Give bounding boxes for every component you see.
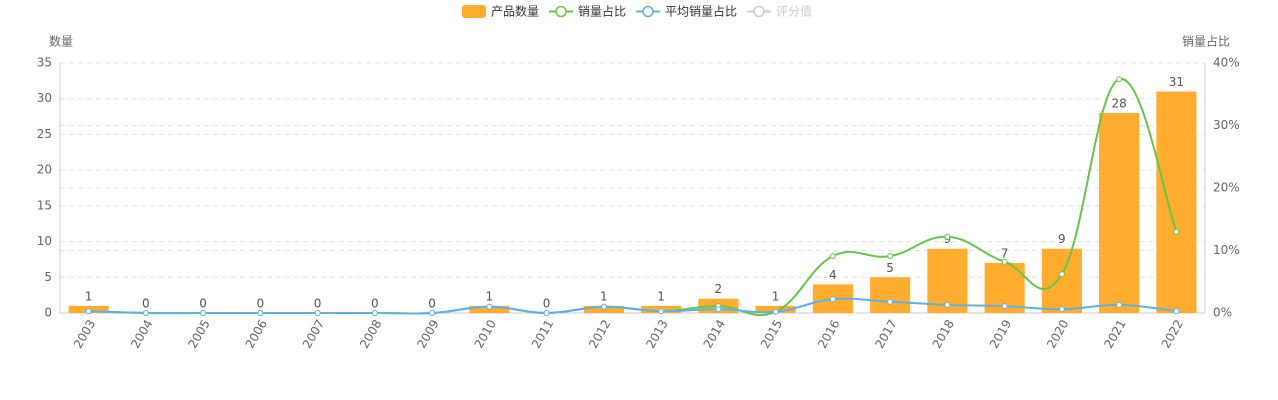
y-tick-label: 10 bbox=[37, 234, 52, 248]
data-label: 2 bbox=[715, 282, 723, 296]
line-point bbox=[1001, 258, 1008, 265]
x-tick-label: 2009 bbox=[414, 317, 441, 350]
x-tick-label: 2016 bbox=[815, 317, 842, 350]
x-tick-label: 2006 bbox=[243, 317, 270, 350]
data-label: 31 bbox=[1169, 75, 1184, 89]
line-point bbox=[1173, 228, 1180, 235]
x-tick-label: 2020 bbox=[1044, 317, 1071, 350]
line-point bbox=[257, 310, 264, 316]
x-tick-label: 2017 bbox=[872, 317, 899, 350]
line-point bbox=[1001, 303, 1008, 310]
line-point bbox=[486, 303, 493, 310]
line-point bbox=[829, 296, 836, 303]
line-point bbox=[944, 301, 951, 308]
data-label: 28 bbox=[1111, 97, 1126, 111]
data-label: 0 bbox=[371, 297, 379, 311]
data-label: 1 bbox=[486, 289, 494, 303]
legend-label: 产品数量 bbox=[491, 4, 539, 19]
y-tick-label: 15 bbox=[37, 198, 52, 212]
y2-tick-label: 20% bbox=[1213, 181, 1240, 195]
line-point bbox=[314, 310, 321, 316]
x-tick-label: 2011 bbox=[529, 317, 556, 350]
line-point bbox=[1173, 308, 1180, 315]
data-label: 9 bbox=[1058, 232, 1066, 246]
data-label: 0 bbox=[543, 297, 551, 311]
line-point bbox=[85, 308, 92, 315]
line-point bbox=[715, 306, 722, 313]
x-tick-label: 2008 bbox=[357, 317, 384, 350]
line-point bbox=[371, 310, 378, 316]
y2-tick-label: 0% bbox=[1213, 306, 1232, 320]
bar bbox=[1041, 248, 1082, 313]
legend-label: 评分值 bbox=[776, 4, 812, 19]
data-label: 1 bbox=[85, 289, 93, 303]
x-tick-label: 2004 bbox=[128, 317, 155, 350]
line-point bbox=[200, 310, 207, 316]
y2-tick-label: 40% bbox=[1213, 56, 1240, 70]
y-axis-label: 数量 bbox=[49, 34, 73, 49]
bar bbox=[1156, 91, 1197, 313]
y2-axis-label: 销量占比 bbox=[1182, 34, 1230, 49]
data-label: 0 bbox=[142, 297, 150, 311]
data-label: 0 bbox=[199, 297, 207, 311]
data-label: 7 bbox=[1001, 247, 1009, 261]
x-tick-label: 2013 bbox=[643, 317, 670, 350]
x-tick-label: 2022 bbox=[1159, 317, 1186, 350]
y-tick-label: 0 bbox=[44, 306, 52, 320]
y-tick-label: 35 bbox=[37, 56, 52, 70]
data-label: 1 bbox=[772, 289, 780, 303]
line-point bbox=[887, 298, 894, 305]
line-point bbox=[429, 310, 436, 316]
line-point bbox=[887, 253, 894, 260]
x-tick-label: 2014 bbox=[701, 317, 728, 350]
line-point bbox=[600, 303, 607, 310]
data-label: 0 bbox=[257, 297, 265, 311]
x-tick-label: 2018 bbox=[930, 317, 957, 350]
line-point bbox=[543, 310, 550, 316]
y2-tick-label: 10% bbox=[1213, 243, 1240, 257]
legend-label: 平均销量占比 bbox=[665, 4, 737, 19]
x-tick-label: 2015 bbox=[758, 317, 785, 350]
line-point bbox=[829, 253, 836, 260]
legend-swatch bbox=[462, 5, 486, 18]
x-tick-label: 2005 bbox=[185, 317, 212, 350]
line bbox=[88, 297, 1177, 315]
y-tick-label: 30 bbox=[37, 91, 52, 105]
y-tick-label: 25 bbox=[37, 127, 52, 141]
line-point bbox=[944, 233, 951, 240]
line-point bbox=[1116, 76, 1123, 83]
line-point bbox=[1058, 306, 1065, 313]
legend-swatch bbox=[555, 5, 567, 18]
line-point bbox=[658, 308, 665, 315]
legend-label: 销量占比 bbox=[578, 4, 626, 19]
x-tick-label: 2019 bbox=[987, 317, 1014, 350]
data-label: 5 bbox=[886, 261, 894, 275]
x-tick-label: 2007 bbox=[300, 317, 327, 350]
legend-swatch bbox=[753, 5, 765, 18]
data-label: 0 bbox=[314, 297, 322, 311]
x-tick-label: 2003 bbox=[71, 317, 98, 350]
data-label: 1 bbox=[600, 289, 608, 303]
x-tick-label: 2010 bbox=[472, 317, 499, 350]
data-label: 0 bbox=[428, 297, 436, 311]
x-tick-label: 2021 bbox=[1101, 317, 1128, 350]
line-point bbox=[1058, 271, 1065, 278]
bar bbox=[1099, 113, 1140, 313]
y-tick-label: 20 bbox=[37, 163, 52, 177]
bar bbox=[870, 277, 911, 313]
y2-tick-label: 30% bbox=[1213, 118, 1240, 132]
y-tick-label: 5 bbox=[44, 270, 52, 284]
line-point bbox=[1116, 301, 1123, 308]
data-label: 1 bbox=[657, 289, 665, 303]
line-point bbox=[772, 308, 779, 315]
data-label: 4 bbox=[829, 268, 837, 282]
legend-swatch bbox=[642, 5, 654, 18]
line-point bbox=[142, 310, 149, 316]
x-tick-label: 2012 bbox=[586, 317, 613, 350]
